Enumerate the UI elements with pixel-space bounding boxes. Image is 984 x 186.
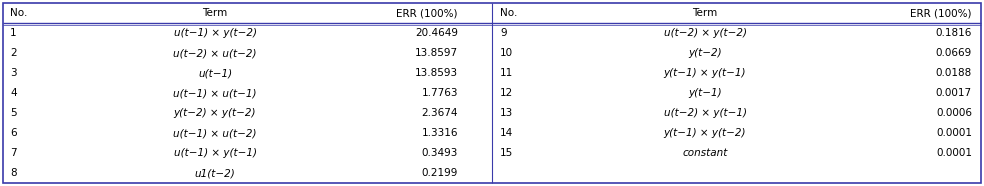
Text: 0.0001: 0.0001 <box>936 128 972 138</box>
Text: y(t−1): y(t−1) <box>688 88 722 98</box>
Text: 0.0006: 0.0006 <box>936 108 972 118</box>
Text: 1.7763: 1.7763 <box>421 88 458 98</box>
Text: 11: 11 <box>500 68 514 78</box>
Text: y(t−1) × y(t−1): y(t−1) × y(t−1) <box>664 68 746 78</box>
Text: 0.0669: 0.0669 <box>936 48 972 58</box>
Text: u1(t−2): u1(t−2) <box>195 168 235 178</box>
Text: 2.3674: 2.3674 <box>421 108 458 118</box>
Text: No.: No. <box>10 8 28 18</box>
Text: u(t−2) × y(t−1): u(t−2) × y(t−1) <box>663 108 747 118</box>
Text: ERR (100%): ERR (100%) <box>910 8 972 18</box>
Text: constant: constant <box>682 148 728 158</box>
Text: 0.0001: 0.0001 <box>936 148 972 158</box>
Text: 1.3316: 1.3316 <box>421 128 458 138</box>
Text: u(t−1) × u(t−2): u(t−1) × u(t−2) <box>173 128 257 138</box>
Text: 2: 2 <box>10 48 17 58</box>
Text: 0.3493: 0.3493 <box>421 148 458 158</box>
Text: 10: 10 <box>500 48 513 58</box>
Text: 3: 3 <box>10 68 17 78</box>
Text: u(t−1) × y(t−2): u(t−1) × y(t−2) <box>173 28 257 38</box>
Text: u(t−2) × u(t−2): u(t−2) × u(t−2) <box>173 48 257 58</box>
Text: 0.1816: 0.1816 <box>936 28 972 38</box>
Text: ERR (100%): ERR (100%) <box>397 8 458 18</box>
Text: Term: Term <box>203 8 227 18</box>
Text: u(t−2) × y(t−2): u(t−2) × y(t−2) <box>663 28 747 38</box>
Text: 20.4649: 20.4649 <box>415 28 458 38</box>
Text: 6: 6 <box>10 128 17 138</box>
Text: Term: Term <box>693 8 717 18</box>
Text: 8: 8 <box>10 168 17 178</box>
Text: 15: 15 <box>500 148 514 158</box>
Text: 13: 13 <box>500 108 514 118</box>
Text: y(t−2) × y(t−2): y(t−2) × y(t−2) <box>174 108 256 118</box>
Text: 1: 1 <box>10 28 17 38</box>
Text: 5: 5 <box>10 108 17 118</box>
Text: 13.8597: 13.8597 <box>415 48 458 58</box>
Text: y(t−2): y(t−2) <box>688 48 722 58</box>
Text: u(t−1): u(t−1) <box>198 68 232 78</box>
Text: u(t−1) × u(t−1): u(t−1) × u(t−1) <box>173 88 257 98</box>
Text: 4: 4 <box>10 88 17 98</box>
Text: 7: 7 <box>10 148 17 158</box>
Text: 9: 9 <box>500 28 507 38</box>
Text: u(t−1) × y(t−1): u(t−1) × y(t−1) <box>173 148 257 158</box>
Text: y(t−1) × y(t−2): y(t−1) × y(t−2) <box>664 128 746 138</box>
Text: 14: 14 <box>500 128 514 138</box>
Text: 12: 12 <box>500 88 514 98</box>
Text: 0.0017: 0.0017 <box>936 88 972 98</box>
Text: No.: No. <box>500 8 518 18</box>
Text: 0.2199: 0.2199 <box>421 168 458 178</box>
Text: 0.0188: 0.0188 <box>936 68 972 78</box>
Text: 13.8593: 13.8593 <box>415 68 458 78</box>
